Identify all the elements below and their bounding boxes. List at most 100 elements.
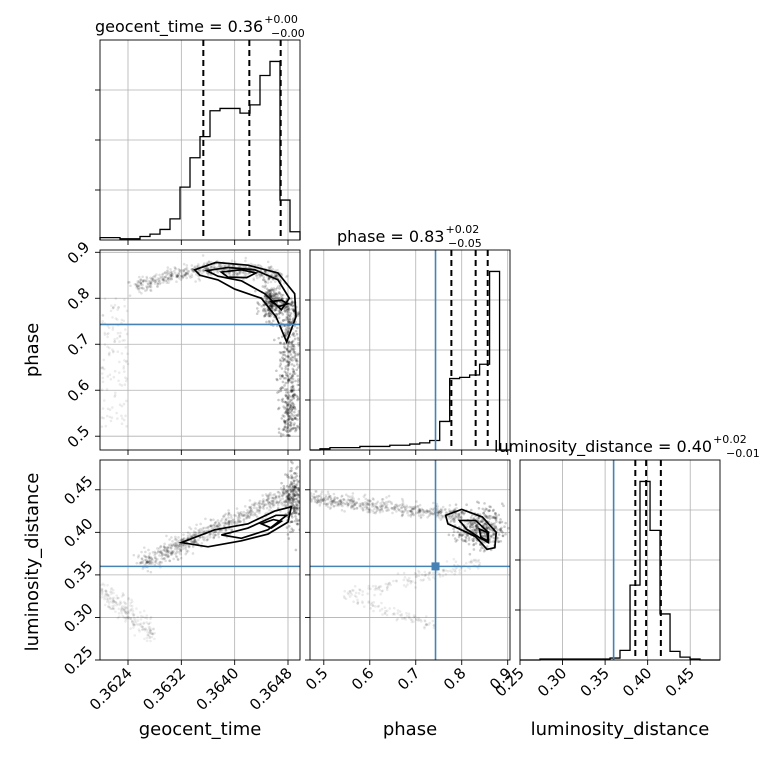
sample-point [290, 388, 293, 391]
sample-point [285, 332, 289, 336]
sample-point [109, 597, 112, 600]
sample-point [288, 501, 292, 505]
sample-point [146, 569, 150, 573]
sample-point [292, 345, 296, 349]
sample-point [292, 397, 295, 400]
sample-point [376, 500, 380, 504]
sample-point [243, 505, 247, 508]
sample-point [479, 543, 482, 547]
sample-point [202, 263, 206, 267]
sample-point [159, 550, 162, 554]
sample-point [264, 310, 268, 313]
sample-point [471, 523, 475, 526]
sample-point [185, 266, 189, 270]
sample-point [385, 496, 388, 499]
sample-point [273, 309, 277, 312]
sample-point [423, 625, 426, 629]
sample-point [472, 528, 475, 532]
sample-point [177, 536, 180, 539]
sample-point [178, 542, 182, 546]
sample-point [132, 613, 135, 617]
scatter-geocent-time-vs-luminosity-distance: 0.3624 0.3632 0.3640 0.36480.250.300.350.40… [60, 455, 301, 714]
sample-point [252, 278, 256, 282]
sample-point [147, 622, 151, 626]
sample-point [143, 554, 146, 557]
sample-point [149, 628, 153, 631]
sample-point [113, 338, 117, 341]
sample-point [353, 503, 356, 507]
sample-point [121, 607, 124, 611]
sample-point [361, 590, 365, 593]
sample-point [337, 503, 340, 507]
sample-point [317, 494, 321, 498]
sample-point [499, 529, 503, 532]
sample-point [290, 466, 293, 470]
sample-point [146, 560, 149, 564]
sample-point [296, 519, 299, 523]
sample-point [180, 538, 183, 541]
sample-point [451, 533, 455, 537]
sample-point [269, 314, 272, 318]
sample-point [400, 510, 404, 513]
sample-point [230, 528, 234, 532]
sample-point [365, 506, 369, 510]
sample-point [274, 501, 278, 505]
sample-point [118, 403, 122, 406]
sample-point [354, 591, 358, 595]
sample-point [212, 536, 215, 540]
sample-point [475, 524, 479, 528]
sample-point [192, 533, 195, 537]
sample-point [145, 621, 148, 624]
sample-point [269, 294, 273, 298]
sample-point [285, 305, 288, 308]
sample-point [293, 393, 297, 397]
sample-point [429, 507, 433, 511]
x-tick-label: 0.3648 [246, 664, 296, 714]
sample-point [340, 494, 344, 498]
sample-point [241, 271, 245, 275]
sample-point [207, 260, 211, 264]
sample-point [282, 487, 286, 491]
sample-point [424, 615, 428, 618]
sample-point [320, 490, 324, 494]
sample-point [167, 555, 170, 559]
sample-point [291, 385, 294, 388]
sample-point [140, 628, 144, 632]
sample-point [293, 476, 297, 479]
sample-point [202, 538, 206, 542]
sample-point [176, 275, 180, 278]
sample-point [372, 609, 375, 613]
sample-point [335, 496, 339, 500]
sample-point [249, 507, 253, 511]
sample-point [273, 295, 276, 299]
sample-point [296, 359, 299, 363]
sample-point [170, 272, 174, 276]
sample-point [101, 376, 105, 380]
sample-point [369, 508, 372, 512]
sample-point [360, 506, 363, 510]
sample-point [106, 593, 109, 597]
sample-point [171, 551, 174, 555]
sample-point [332, 499, 335, 502]
sample-point [328, 494, 332, 498]
sample-point [203, 267, 206, 271]
sample-point [227, 522, 231, 525]
sample-point [297, 378, 300, 381]
sample-point [202, 268, 205, 272]
y-tick-label: 0.25 [60, 642, 96, 678]
sample-point [292, 332, 295, 336]
sample-point [503, 525, 506, 528]
sample-point [273, 292, 277, 296]
sample-point [291, 503, 294, 507]
sample-point [288, 493, 291, 497]
sample-point [385, 588, 389, 592]
sample-point [264, 308, 267, 311]
sample-point [246, 514, 250, 517]
sample-point [293, 324, 297, 328]
title-phase-minus: −0.05 [448, 237, 482, 250]
sample-point [200, 529, 203, 532]
sample-point [146, 630, 149, 634]
sample-point [284, 305, 288, 309]
sample-point [290, 455, 293, 458]
sample-point [270, 502, 273, 505]
